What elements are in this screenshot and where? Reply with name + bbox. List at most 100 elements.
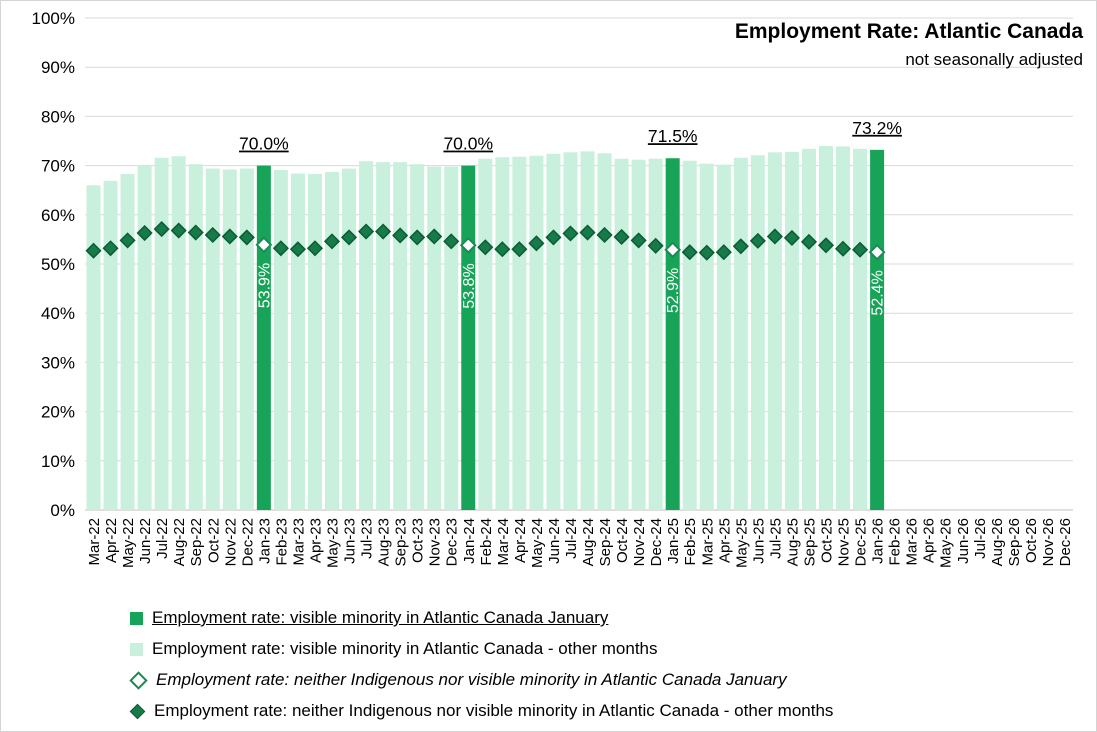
marker-diamond-filled [375,223,392,240]
marker-diamond-filled [630,232,647,249]
x-tick-label: Aug-23 [376,518,393,566]
x-tick-label: May-24 [529,518,546,568]
y-tick-label: 30% [41,353,75,372]
marker-diamond-filled [511,241,528,258]
bar-other-month [137,165,152,510]
legend-label: Employment rate: visible minority in Atl… [152,639,658,658]
legend-label: Employment rate: neither Indigenous nor … [154,701,834,720]
x-tick-label: Dec-23 [444,518,461,566]
x-tick-label: Nov-23 [427,518,444,566]
marker-diamond-filled [170,222,187,239]
bar-other-month [325,171,339,510]
bar-january [870,149,885,510]
x-tick-label: Feb-25 [682,518,699,566]
bar-other-month [648,158,663,510]
bar-other-month [120,173,135,511]
x-tick-label: Jan-26 [870,518,887,564]
marker-diamond-hollow [868,243,886,261]
bar-other-month [410,164,425,510]
bar-other-month [580,151,595,510]
marker-diamond-filled [783,229,800,246]
bar-other-month [716,164,731,510]
bar-other-month [836,146,851,511]
legend-marker-dark-green-square [130,611,143,625]
marker-diamond-filled [766,228,783,245]
marker-diamond-filled [306,240,324,257]
x-tick-label: Sep-26 [1006,518,1023,566]
x-tick-label: Jul-25 [767,518,784,559]
x-tick-label: Apr-22 [103,518,120,563]
plot-area: 0%10%20%30%40%50%60%70%80%90%100%70.0% 70… [32,9,1074,568]
bar-other-month [750,155,765,510]
x-tick-label: Sep-24 [597,518,614,566]
bar-january [665,158,680,510]
january-bar-value-label: 70.0% [239,134,289,154]
chart-title: Employment Rate: Atlantic Canada [734,20,1083,43]
marker-diamond-filled [800,233,818,250]
bar-other-month [478,158,493,510]
marker-diamond-filled [852,241,869,258]
marker-diamond-filled [136,224,153,242]
january-bar-value-label: 71.5% [648,126,698,146]
marker-diamond-filled [323,233,341,250]
bar-january [461,165,476,510]
y-tick-label: 90% [41,58,75,77]
marker-diamond-filled [494,241,511,258]
marker-diamond-hollow [255,236,273,254]
marker-diamond-filled [119,232,136,249]
x-tick-label: Nov-22 [222,518,239,566]
x-tick-label: Jun-23 [342,518,359,564]
bar-other-month [342,168,357,510]
x-tick-label: Dec-25 [853,518,870,566]
y-tick-label: 0% [50,501,75,520]
x-tick-label: Feb-23 [273,518,290,566]
y-tick-label: 60% [41,206,75,225]
y-tick-label: 100% [32,9,75,28]
bar-other-month [563,152,578,511]
bar-other-month [290,173,305,511]
marker-diamond-hollow [459,236,477,254]
marker-diamond-filled [340,229,358,246]
x-tick-label: Oct-26 [1023,518,1040,563]
marker-diamond-filled [732,238,749,255]
x-tick-label: Aug-24 [580,518,597,566]
marker-diamond-hollow [664,241,682,259]
bar-other-month [784,151,799,510]
x-tick-label: Apr-24 [512,518,529,563]
marker-diamond-filled [834,240,852,257]
bar-other-month [529,155,544,510]
legend-item-visible-minority-january: Employment rate: visible minority in Atl… [130,608,833,628]
bar-other-month [495,157,510,510]
marker-diamond-filled [579,224,596,241]
bars [86,145,885,511]
bar-other-month [154,157,169,510]
bar-other-month [767,152,782,511]
chart-subtitle: not seasonally adjusted [905,50,1083,69]
x-tick-label: Aug-26 [989,518,1006,566]
marker-diamond-filled [698,244,715,261]
marker-diamond-filled [289,241,306,258]
x-tick-label: Jul-22 [154,518,171,559]
bar-other-month [819,145,833,511]
january-marker-value-label: 52.9% [665,268,682,313]
legend-item-visible-minority-other-months: Employment rate: visible minority in Atl… [130,639,833,659]
bar-other-month [359,161,374,510]
x-tick-label: Apr-23 [307,518,324,563]
x-tick-label: Feb-26 [887,518,904,566]
x-tick-label: Jan-24 [461,518,478,564]
bar-other-month [512,156,527,510]
marker-diamond-filled [358,223,375,240]
in-bar-labels: 53.9% 53.8% 52.9% 52.4% [256,263,886,316]
x-tick-label: Aug-25 [784,518,801,566]
january-marker-value-label: 53.9% [256,263,273,308]
marker-diamond-filled [477,239,494,256]
bar-other-month [188,164,203,510]
x-tick-label: Sep-23 [393,518,410,566]
marker-diamond-filled [545,229,562,246]
x-tick-label: Nov-25 [836,518,853,566]
bar-other-month [631,159,646,511]
bar-other-month [239,168,254,510]
bar-other-month [853,148,868,510]
x-tick-label: Sep-22 [188,518,205,566]
marker-diamond-filled [749,232,766,249]
